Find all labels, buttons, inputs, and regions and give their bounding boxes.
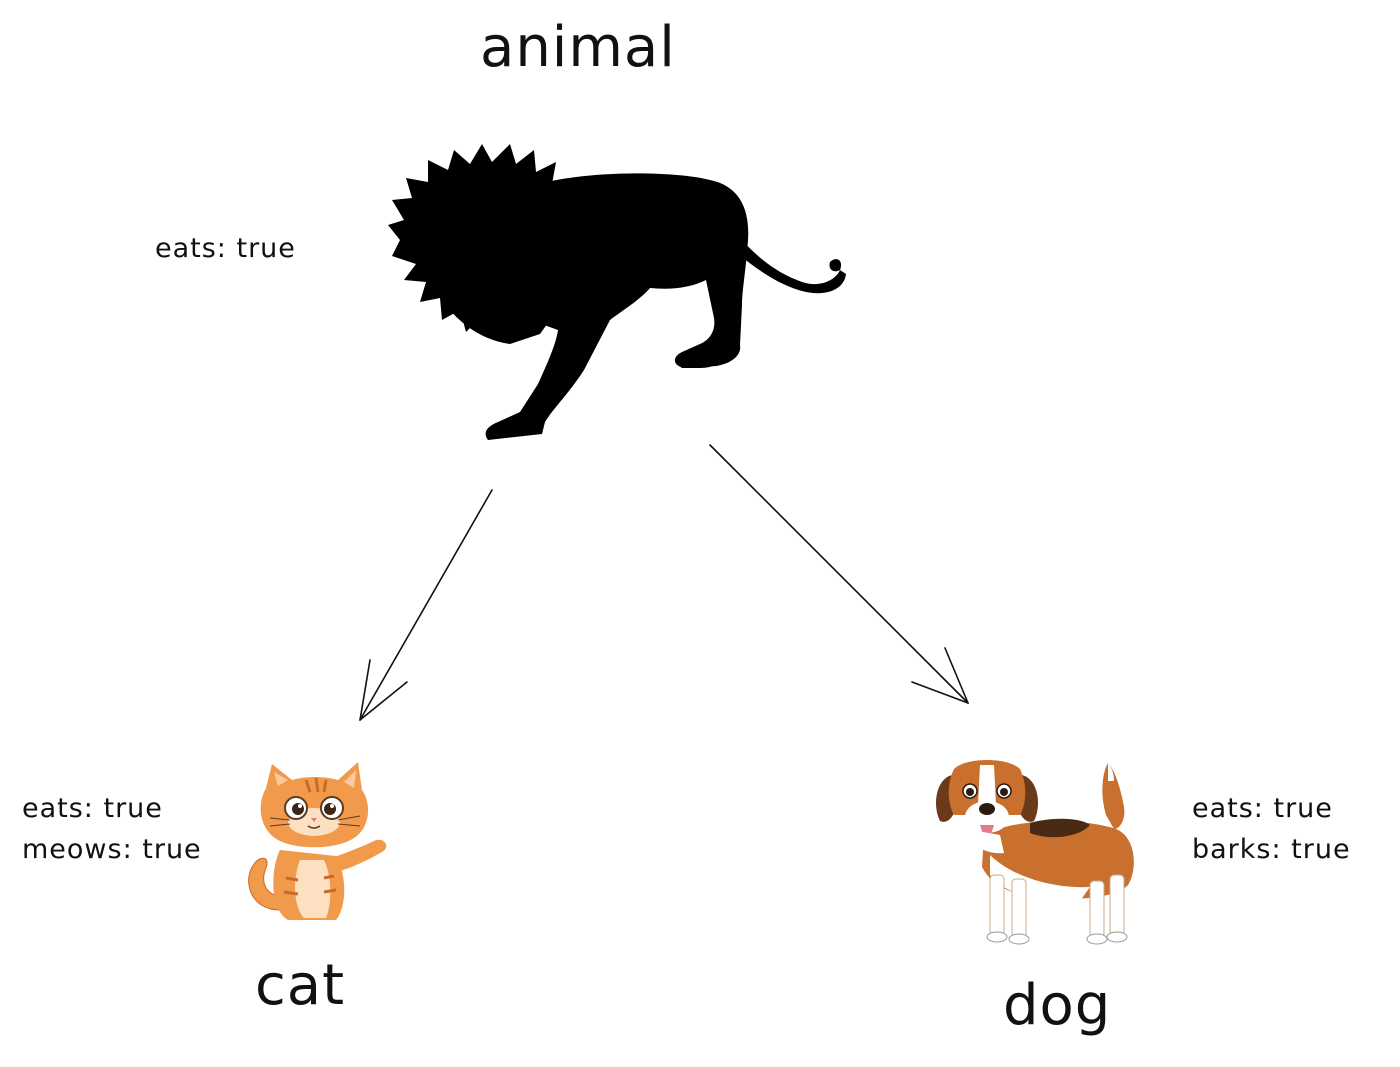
- dog-property: eats: true: [1192, 793, 1333, 824]
- parent-properties: eats: true: [155, 228, 296, 269]
- parent-title: animal: [480, 15, 676, 80]
- cat-icon: [248, 762, 387, 920]
- cat-property: meows: true: [22, 834, 202, 865]
- dog-title: dog: [1003, 973, 1112, 1038]
- cat-title: cat: [255, 953, 346, 1018]
- dog-properties: eats: true barks: true: [1192, 788, 1351, 870]
- cat-property: eats: true: [22, 793, 163, 824]
- cat-properties: eats: true meows: true: [22, 788, 202, 870]
- dog-icon: [936, 760, 1134, 945]
- arrow-to-dog: [709, 444, 969, 704]
- parent-property: eats: true: [155, 233, 296, 264]
- dog-property: barks: true: [1192, 834, 1351, 865]
- lion-silhouette-icon: [388, 144, 846, 440]
- arrow-to-cat: [359, 489, 493, 721]
